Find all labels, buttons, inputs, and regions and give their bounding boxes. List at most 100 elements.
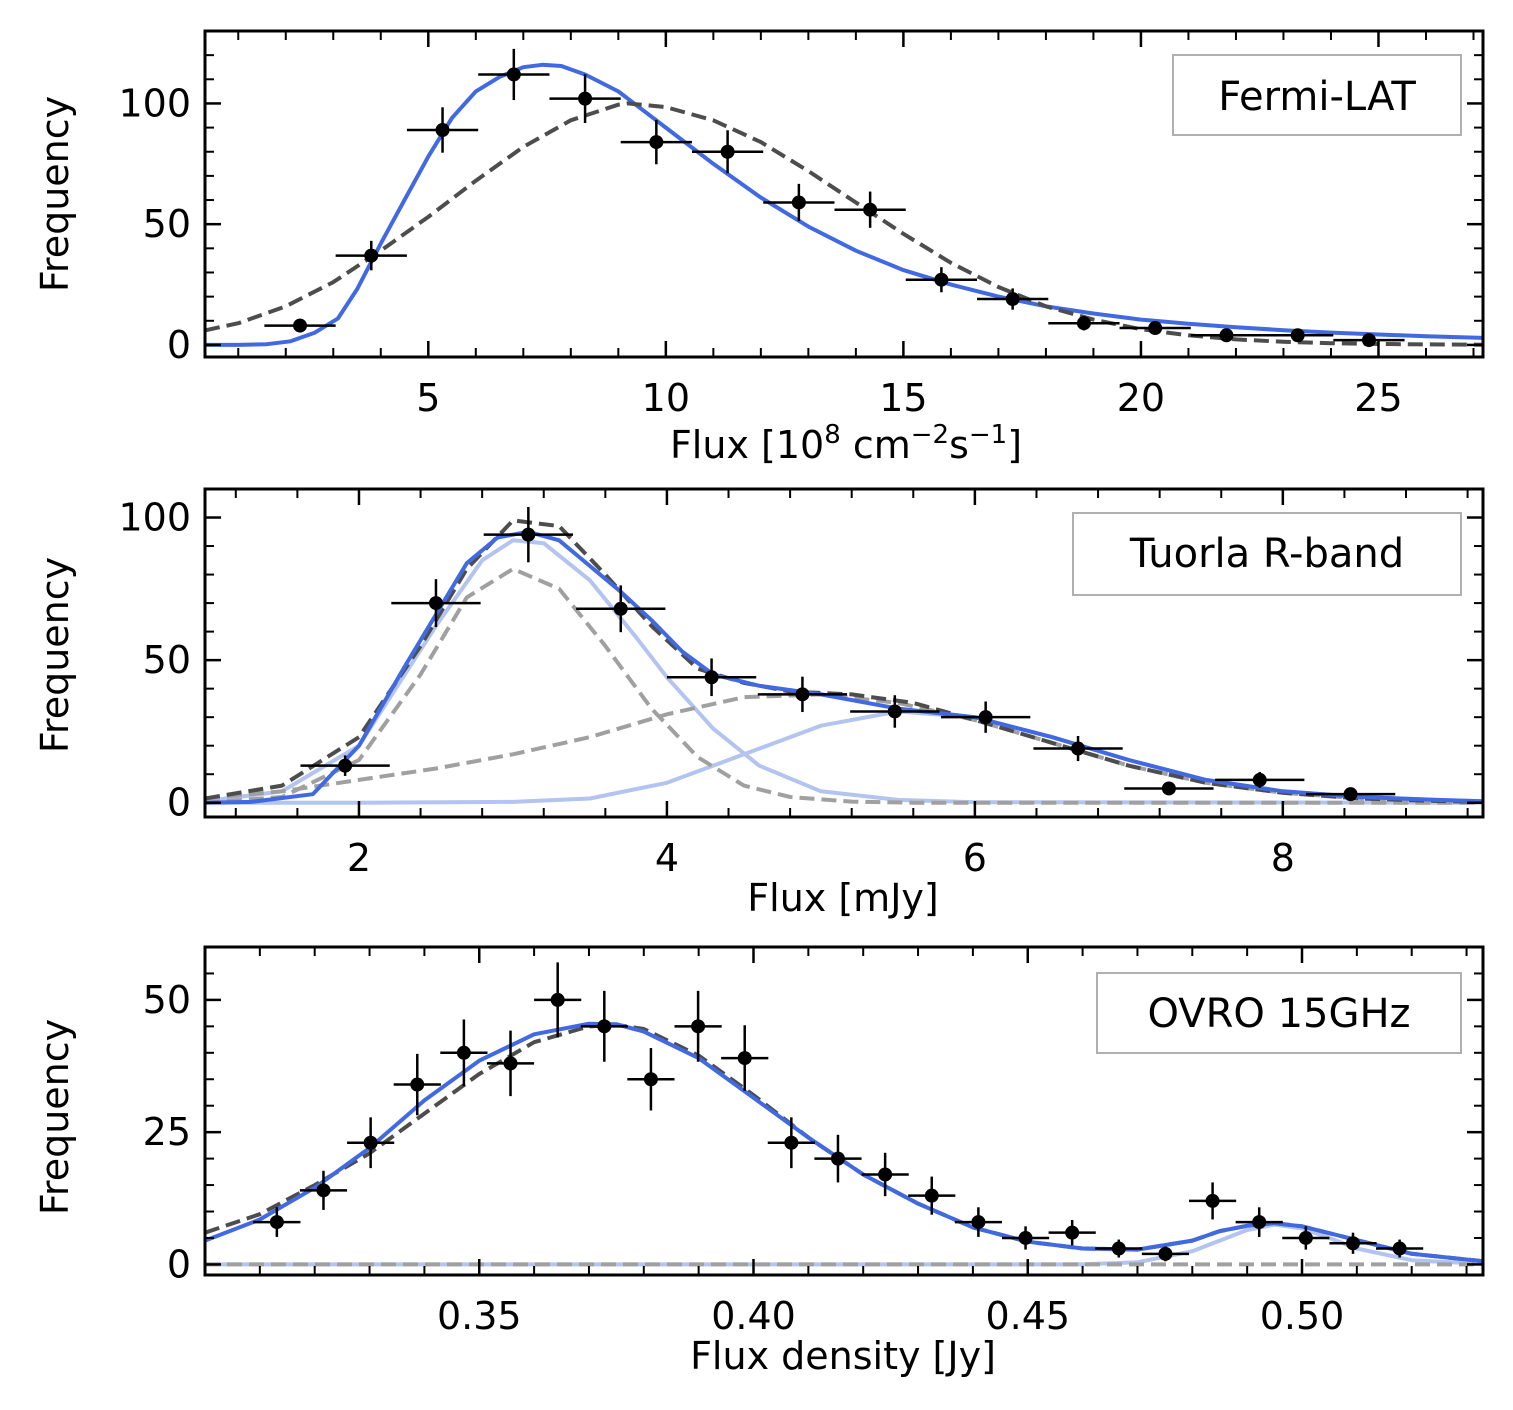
- ovro-data-point: [861, 1152, 909, 1197]
- tuorla-marker: [613, 601, 628, 616]
- tuorla-data-point: [300, 755, 390, 776]
- tuorla-marker: [978, 710, 993, 725]
- ovro-data-point: [674, 990, 722, 1062]
- tuorla-marker: [704, 670, 719, 685]
- fermi-x-tick-label: 25: [1354, 376, 1402, 420]
- ovro-data-point: [721, 1025, 769, 1091]
- ovro-marker: [691, 1019, 706, 1034]
- tuorla-data-point: [757, 676, 848, 713]
- ovro-marker: [1111, 1241, 1126, 1256]
- y-axis-label-tuorla: Frequency: [33, 557, 77, 753]
- ovro-marker: [410, 1077, 425, 1092]
- fermi-marker: [1219, 328, 1234, 343]
- ovro-data-point: [393, 1053, 441, 1116]
- ovro-x-tick-label: 0.50: [1260, 1294, 1345, 1338]
- fermi-marker: [863, 202, 878, 217]
- ovro-marker: [269, 1215, 284, 1230]
- fermi-data-point: [1190, 328, 1263, 343]
- tuorla-curve-0: [205, 709, 1483, 805]
- ovro-marker: [363, 1135, 378, 1150]
- tuorla-data-point: [666, 658, 757, 697]
- legend-label-tuorla: Tuorla R-band: [1129, 531, 1404, 577]
- ovro-data-point: [954, 1207, 1002, 1237]
- fermi-data-point: [406, 107, 479, 153]
- ovro-marker: [550, 992, 565, 1007]
- ovro-marker: [830, 1151, 845, 1166]
- tuorla-x-tick-label: 2: [347, 836, 371, 880]
- x-axis-label-fermi-main: Flux [10: [670, 423, 824, 467]
- ovro-data-point: [1329, 1232, 1377, 1254]
- x-axis-label-fermi-sup1: 8: [824, 420, 841, 450]
- tuorla-y-tick-label: 50: [143, 638, 191, 682]
- fermi-data-point: [1048, 315, 1120, 331]
- x-axis-label-ovro: Flux density [Jy]: [690, 1334, 996, 1378]
- ovro-data-point: [627, 1048, 675, 1111]
- fermi-marker: [293, 318, 308, 333]
- fermi-x-tick-label: 20: [1117, 376, 1165, 420]
- panel-fermi-lat: Fermi-LAT 5 10 15 20 25 0 50 100 Frequency Flux…: [33, 29, 1485, 467]
- legend-label-fermi: Fermi-LAT: [1218, 74, 1416, 120]
- tuorla-data-point: [483, 506, 574, 563]
- fermi-curve-0: [205, 62, 1483, 347]
- ovro-marker: [456, 1045, 471, 1060]
- ovro-x-tick-label: 0.40: [711, 1294, 796, 1338]
- tuorla-data-point: [1215, 771, 1305, 788]
- ovro-data-point: [347, 1117, 395, 1169]
- ovro-data-point: [1048, 1219, 1096, 1246]
- fermi-x-tick-label: 5: [416, 376, 440, 420]
- ovro-marker: [924, 1188, 939, 1203]
- fermi-data-point: [691, 130, 764, 174]
- ovro-marker: [597, 1019, 612, 1034]
- ovro-marker: [643, 1072, 658, 1087]
- fermi-curve-1: [205, 101, 1483, 347]
- fermi-marker: [435, 123, 450, 138]
- fermi-data-point: [1333, 333, 1405, 348]
- panel-tuorla-r-band: Tuorla R-band 2 4 6 8 0 50 100 Frequency Flux …: [33, 487, 1485, 920]
- fermi-marker: [1290, 328, 1305, 343]
- fermi-data-point: [620, 119, 692, 165]
- fermi-marker: [1005, 292, 1020, 307]
- ovro-data-point: [440, 1019, 488, 1087]
- x-axis-label-fermi: Flux [108 cm−2s−1]: [670, 420, 1022, 467]
- tuorla-marker: [795, 687, 810, 702]
- fermi-data-point: [834, 191, 906, 228]
- plot-frame-fermi: [203, 29, 1485, 359]
- legend-box-fermi: [1172, 54, 1462, 136]
- tuorla-marker: [887, 704, 902, 719]
- tuorla-data-point: [850, 695, 940, 728]
- tuorla-data-point: [941, 701, 1031, 733]
- tuorla-y-tick-label: 100: [118, 496, 191, 540]
- x-axis-label-fermi-end: ]: [1007, 423, 1022, 467]
- ovro-marker: [1205, 1193, 1220, 1208]
- fermi-data-point: [335, 240, 407, 271]
- tuorla-x-tick-label: 6: [963, 836, 987, 880]
- ovro-data-point: [1282, 1226, 1330, 1250]
- ovro-x-tick-label: 0.35: [437, 1294, 522, 1338]
- tuorla-marker: [1071, 741, 1086, 756]
- ovro-y-tick-label: 0: [167, 1242, 191, 1286]
- ovro-curve-0: [205, 1222, 1483, 1267]
- fermi-data-point: [977, 288, 1049, 310]
- ovro-y-tick-label: 50: [143, 978, 191, 1022]
- ovro-data-point: [1095, 1239, 1143, 1258]
- fermi-marker: [649, 135, 664, 150]
- ovro-x-tick-label: 0.45: [985, 1294, 1070, 1338]
- tuorla-curve-2: [205, 566, 1483, 805]
- tuorla-data-point: [391, 579, 481, 628]
- panel-ovro-15ghz: OVRO 15GHz 0.35 0.40 0.45 0.50 0 25 50 Frequen…: [33, 945, 1485, 1378]
- ovro-curve-3: [205, 1021, 1483, 1264]
- ovro-data-point: [580, 990, 628, 1062]
- tuorla-data-point: [1305, 787, 1396, 802]
- legend-box-ovro: [1096, 972, 1462, 1054]
- ovro-marker: [784, 1135, 799, 1150]
- fermi-data-point: [1262, 328, 1334, 343]
- ovro-marker: [316, 1183, 331, 1198]
- fermi-y-tick-label: 0: [167, 323, 191, 367]
- tuorla-data-point: [1124, 781, 1214, 796]
- fermi-data-point: [1119, 321, 1191, 336]
- ovro-marker: [737, 1051, 752, 1066]
- x-axis-label-fermi-mid2: s: [949, 423, 969, 467]
- ovro-marker: [971, 1215, 986, 1230]
- tuorla-data-point: [576, 585, 666, 633]
- ovro-data-point: [1235, 1207, 1283, 1237]
